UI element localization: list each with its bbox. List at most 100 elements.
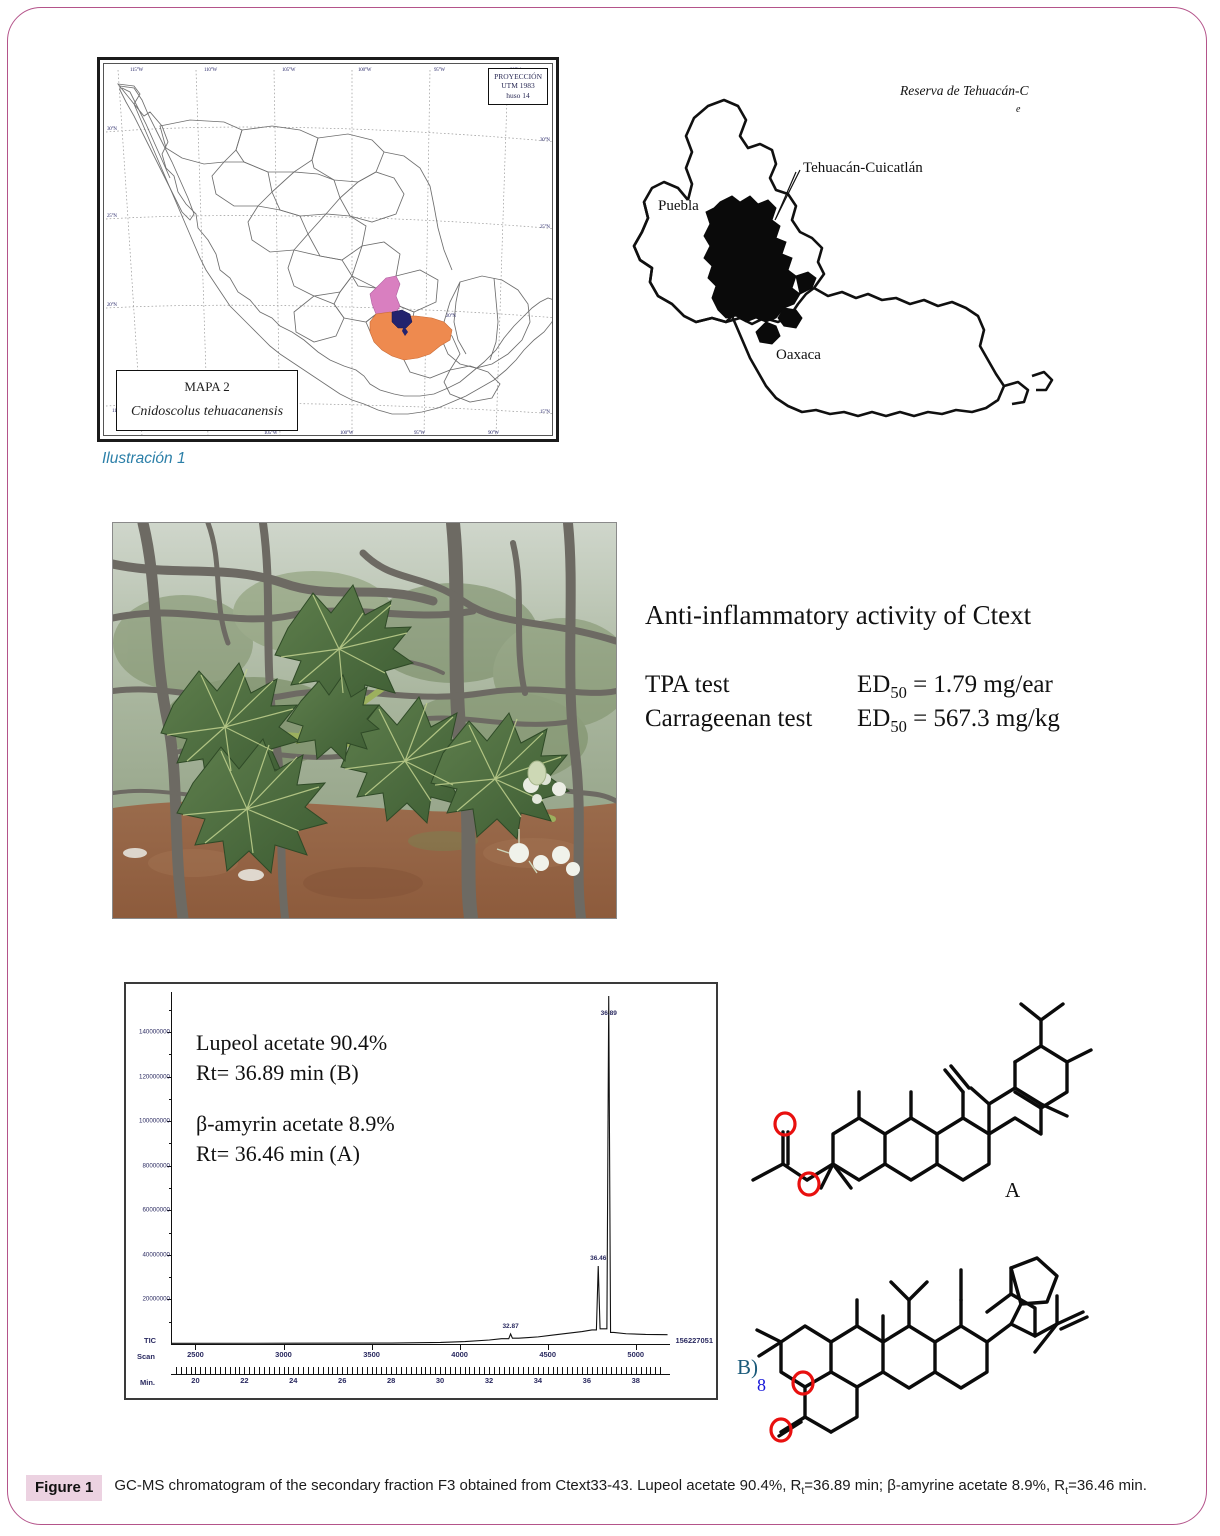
min-axis-tick-label: 36 — [582, 1376, 591, 1385]
comb-tick — [586, 1367, 588, 1374]
comb-tick — [327, 1367, 329, 1374]
comb-tick — [537, 1367, 539, 1374]
scan-axis-tick-label: 5000 — [627, 1350, 645, 1359]
comb-tick — [366, 1367, 368, 1374]
oaxaca-highlight — [369, 311, 453, 361]
comb-tick — [488, 1367, 490, 1374]
assay-value: ED50 = 567.3 mg/kg — [857, 703, 1060, 737]
plant-photo-svg — [113, 523, 616, 918]
puebla-label: Puebla — [658, 198, 699, 214]
comb-tick — [400, 1367, 402, 1374]
scan-axis-name: Scan — [137, 1352, 155, 1361]
comb-tick — [493, 1367, 495, 1374]
map-grat-label: 105°W — [282, 68, 296, 73]
oxygen-atom-ester — [791, 1370, 815, 1396]
map-grat-label: 100°W — [358, 68, 372, 73]
min-axis-tick-label: 24 — [289, 1376, 298, 1385]
y-axis-minor-tick — [169, 1321, 172, 1323]
comb-tick — [440, 1367, 442, 1374]
map-grat-label: 95°W — [434, 68, 445, 73]
comb-tick — [298, 1367, 300, 1374]
scan-axis-tick-label: 2500 — [187, 1350, 204, 1359]
comb-tick — [215, 1367, 217, 1374]
comb-tick — [317, 1367, 319, 1374]
comb-tick — [591, 1367, 593, 1374]
comb-tick — [405, 1367, 407, 1374]
comb-tick — [288, 1367, 290, 1374]
min-axis-tick-label: 32 — [484, 1376, 494, 1385]
comb-tick — [332, 1367, 334, 1374]
y-axis-tick — [167, 1299, 172, 1301]
comb-tick — [449, 1367, 451, 1374]
comb-tick — [523, 1367, 525, 1374]
comb-tick — [503, 1367, 505, 1374]
comb-tick — [430, 1367, 432, 1374]
figure-caption: Figure 1 GC-MS chromatogram of the secon… — [26, 1475, 1190, 1501]
peak-label: 32.87 — [502, 1322, 519, 1330]
assay-value: ED50 = 1.79 mg/ear — [857, 669, 1053, 703]
y-axis-tick — [167, 1032, 172, 1034]
y-axis-minor-tick — [169, 1188, 172, 1190]
comb-tick — [596, 1367, 598, 1374]
comb-tick — [562, 1367, 564, 1374]
min-axis-tick-label: 22 — [240, 1376, 249, 1385]
map-projection-box: PROYECCIÓN UTM 1983 huso 14 — [488, 68, 548, 106]
min-axis: 20 22 24 26 28 30 32 34 36 38 — [171, 1376, 670, 1392]
map-grat-label: 90°W — [488, 431, 499, 436]
comb-tick — [557, 1367, 559, 1374]
minor-tick-comb — [171, 1367, 670, 1374]
comb-tick — [219, 1367, 221, 1374]
oaxaca-label: Oaxaca — [776, 347, 821, 363]
comb-tick — [444, 1367, 446, 1374]
assay-metric: ED — [857, 671, 891, 698]
figure-caption-text: GC-MS chromatogram of the secondary frac… — [114, 1475, 1147, 1500]
annotation-line-3: β-amyrin acetate 8.9% — [196, 1110, 395, 1136]
comb-tick — [581, 1367, 583, 1374]
comb-tick — [342, 1367, 344, 1374]
comb-tick — [660, 1367, 662, 1374]
comb-tick — [508, 1367, 510, 1374]
comb-tick — [528, 1367, 530, 1374]
comb-tick — [542, 1367, 544, 1374]
assay-name: TPA test — [645, 671, 730, 698]
chromatogram-baseline — [171, 1344, 670, 1345]
comb-tick — [180, 1367, 182, 1374]
map-grat-label: 30°N — [540, 138, 550, 143]
comb-tick — [572, 1367, 574, 1374]
y-axis-tick — [167, 1076, 172, 1078]
y-axis-tick-label: 100000000 — [139, 1117, 170, 1125]
comb-tick — [361, 1367, 363, 1374]
assay-subscript: 50 — [890, 717, 907, 737]
structure-beta-amyrin-acetate: A — [735, 992, 1185, 1217]
reserva-label: Reserva de Tehuacán-C — [900, 83, 1029, 98]
peak-label: 36.89 — [600, 1009, 617, 1017]
comb-tick — [625, 1367, 627, 1374]
comb-tick — [234, 1367, 236, 1374]
map-grat-label: 15°N — [540, 410, 550, 415]
assay-metric: ED — [857, 705, 891, 733]
y-axis-minor-tick — [169, 1143, 172, 1145]
comb-tick — [352, 1367, 353, 1374]
assay-row: TPA test ED50 = 1.79 mg/ear — [645, 669, 1060, 703]
y-axis-minor-tick — [169, 1232, 172, 1234]
plant-photograph — [112, 522, 617, 919]
comb-tick — [577, 1367, 579, 1374]
comb-tick — [601, 1367, 603, 1374]
comb-tick — [547, 1367, 549, 1374]
scan-axis-tick — [195, 1344, 197, 1350]
min-axis-tick-label: 34 — [533, 1376, 543, 1385]
map-grat-label: 105°W — [264, 431, 278, 436]
annotation-line-4: Rt= 36.46 min (A) — [196, 1141, 360, 1167]
comb-tick — [224, 1367, 226, 1374]
oxygen-atom-ester — [797, 1171, 821, 1197]
assay-number: = 1.79 mg/ear — [906, 671, 1053, 698]
scan-axis-tick — [371, 1344, 373, 1350]
comb-tick — [621, 1367, 623, 1374]
caption-part-1: GC-MS chromatogram of the secondary frac… — [114, 1477, 802, 1494]
min-axis-tick-label: 38 — [631, 1376, 640, 1385]
map-grat-label: 25°N — [540, 225, 550, 230]
comb-tick — [415, 1367, 417, 1374]
comb-tick — [630, 1367, 632, 1374]
annotation-line-1: Lupeol acetate 90.4% — [196, 1030, 388, 1055]
comb-tick — [611, 1367, 613, 1374]
